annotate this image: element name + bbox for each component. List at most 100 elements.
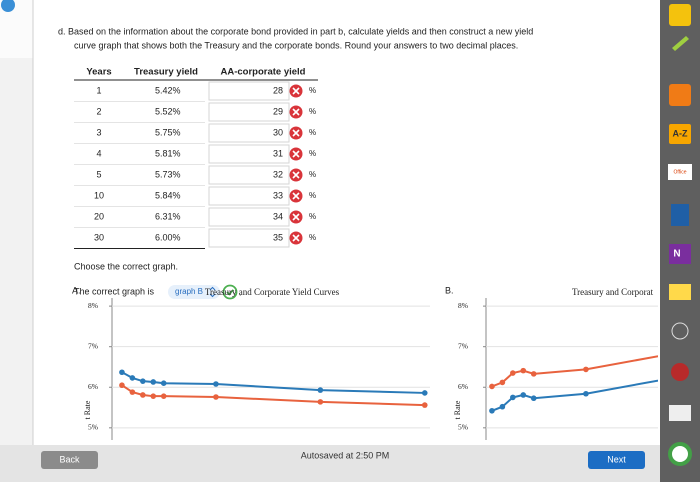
rss-icon[interactable]	[669, 84, 691, 106]
data-point	[489, 407, 495, 414]
data-point	[520, 392, 527, 398]
y-tick-label: 6%	[458, 382, 468, 391]
prompt: Choose the correct graph.	[74, 261, 178, 271]
dropdown[interactable]	[168, 285, 220, 299]
graph-b[interactable]: B. Treasury and Corporat 5% 6% 7% 8% t Rate	[445, 285, 700, 440]
back-label[interactable]: Back	[59, 454, 80, 464]
years-cell: 30	[94, 232, 104, 242]
back-button[interactable]	[41, 451, 98, 469]
y-tick-label: 5%	[88, 423, 98, 432]
dictionary-label: A-Z	[673, 128, 688, 138]
dictionary-icon[interactable]	[669, 124, 691, 144]
data-point	[317, 387, 324, 393]
incorrect-x	[292, 150, 300, 158]
unit: %	[309, 149, 316, 158]
office-icon[interactable]	[668, 164, 692, 180]
chrome-icon[interactable]	[668, 442, 692, 466]
yield-input[interactable]	[208, 186, 290, 206]
data-point	[520, 367, 527, 374]
office-label: Office	[674, 169, 687, 175]
next-button[interactable]	[588, 451, 645, 469]
y-tick-label: 7%	[458, 341, 468, 350]
column-header: AA-corporate yield	[221, 67, 306, 78]
data-point	[530, 371, 537, 377]
y-axis-label: t Rate	[453, 400, 462, 419]
data-point	[421, 402, 428, 408]
answer-suffix: .	[239, 287, 242, 297]
unit: %	[309, 170, 316, 179]
acrobat-icon[interactable]	[671, 363, 689, 381]
data-point	[583, 366, 589, 373]
yield-input-value[interactable]: 32	[273, 169, 283, 179]
panel-label: B.	[445, 285, 454, 295]
years-cell: 10	[94, 190, 104, 200]
incorrect-x	[292, 87, 300, 95]
incorrect-x	[292, 234, 300, 242]
years-cell: 20	[94, 211, 104, 221]
unit: %	[309, 128, 316, 137]
unit: %	[309, 86, 316, 95]
y-tick-label: 6%	[88, 382, 98, 391]
unit: %	[309, 212, 316, 221]
yield-input[interactable]	[208, 123, 290, 143]
yield-input[interactable]	[208, 144, 290, 164]
treasury-cell: 5.84%	[155, 190, 181, 200]
app-icon	[1, 0, 15, 12]
data-point	[583, 390, 589, 397]
years-cell: 2	[96, 106, 101, 116]
yield-input[interactable]	[208, 207, 290, 227]
incorrect-x	[292, 129, 300, 137]
column-header: Treasury yield	[134, 67, 198, 78]
pen-icon[interactable]	[672, 36, 689, 51]
yield-input-value[interactable]: 29	[273, 106, 283, 116]
y-tick-label: 5%	[458, 423, 468, 432]
yield-input-value[interactable]: 33	[273, 190, 283, 200]
data-point	[530, 395, 537, 402]
notes-icon[interactable]	[669, 284, 691, 300]
incorrect-x	[292, 171, 300, 179]
unit: %	[309, 233, 316, 242]
yield-input[interactable]	[208, 165, 290, 185]
treasury-cell: 5.73%	[155, 169, 181, 179]
chart-title: Treasury and Corporate Yield Curves	[205, 287, 340, 297]
data-point	[213, 394, 219, 400]
yield-input-value[interactable]: 28	[273, 85, 283, 95]
data-point	[150, 379, 157, 385]
correct-icon	[222, 284, 238, 300]
data-point	[317, 399, 324, 405]
autosave-status: Autosaved at 2:50 PM	[301, 450, 390, 460]
data-point	[140, 378, 146, 384]
drive-icon[interactable]	[669, 4, 691, 26]
yield-input-value[interactable]: 30	[273, 127, 283, 137]
unit: %	[309, 107, 316, 116]
left-strip	[0, 0, 33, 445]
yield-input-value[interactable]: 35	[273, 232, 283, 242]
chart-title: Treasury and Corporat	[572, 287, 654, 297]
data-point	[119, 369, 125, 376]
check	[226, 289, 234, 296]
keyboard-icon[interactable]	[669, 405, 691, 421]
treasury-cell: 5.75%	[155, 127, 181, 137]
answer-label: The correct graph is	[74, 286, 155, 296]
treasury-cell: 5.52%	[155, 106, 181, 116]
data-point	[510, 370, 516, 376]
incorrect-x	[292, 213, 300, 221]
book-icon[interactable]	[671, 204, 689, 226]
next-label[interactable]: Next	[607, 454, 626, 464]
data-point	[119, 382, 125, 389]
data-point	[129, 375, 136, 381]
yield-input[interactable]	[208, 81, 290, 101]
data-point	[213, 381, 219, 387]
yield-input-value[interactable]: 31	[273, 148, 283, 158]
incorrect-x	[292, 192, 300, 200]
onenote-icon[interactable]	[669, 244, 691, 264]
yield-input-value[interactable]: 34	[273, 211, 283, 221]
years-cell: 3	[96, 127, 101, 137]
graph-a[interactable]: A. Treasury and Corporate Yield Curves 5% 6…	[72, 285, 430, 440]
dropdown-value[interactable]: graph B	[175, 287, 203, 296]
yield-input[interactable]	[208, 102, 290, 122]
treasury-cell: 6.31%	[155, 211, 181, 221]
yield-input[interactable]	[208, 228, 290, 248]
voice-icon[interactable]	[671, 322, 689, 340]
